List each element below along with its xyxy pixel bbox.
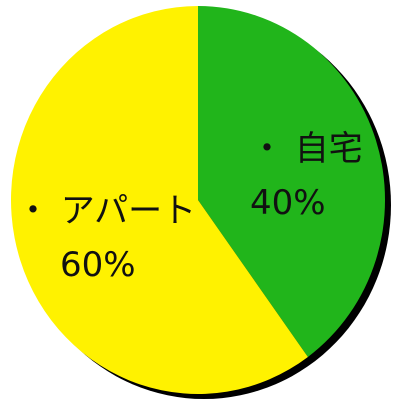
slice-label-apartment: ・ アパート — [16, 191, 196, 231]
slice-value-apartment: 60% — [60, 245, 136, 285]
pie-slices — [10, 6, 386, 394]
slice-label-home: ・ 自宅 — [250, 129, 363, 169]
pie-labels: ・ 自宅 40% ・ アパート 60% — [16, 129, 363, 285]
slice-value-home: 40% — [250, 183, 326, 223]
slice-apartment — [10, 6, 308, 394]
slice-home — [198, 6, 386, 357]
